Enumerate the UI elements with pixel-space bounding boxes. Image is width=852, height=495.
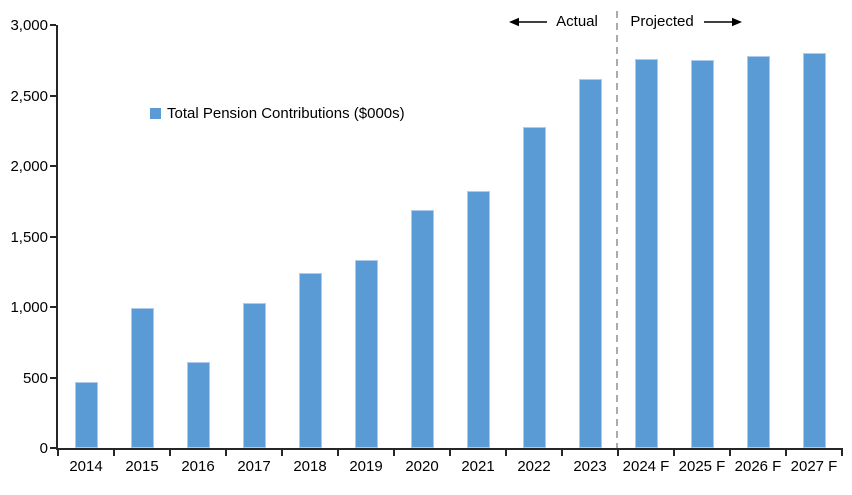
y-tick: [50, 447, 56, 449]
y-tick-label: 0: [39, 440, 48, 457]
projected-label: Projected: [630, 13, 694, 30]
y-tick: [50, 24, 56, 26]
bar-2021: [466, 191, 490, 448]
x-category-label: 2024 F: [622, 458, 670, 475]
y-tick-label: 500: [22, 369, 48, 387]
x-tick: [281, 448, 283, 456]
x-category-label: 2016: [181, 458, 215, 475]
x-tick: [505, 448, 507, 456]
x-category-label: 2027 F: [790, 458, 838, 475]
x-category-label: 2018: [293, 458, 327, 475]
right-arrow-icon: [704, 17, 742, 27]
x-tick: [449, 448, 451, 456]
x-category-label: 2014: [69, 458, 103, 475]
x-category-label: 2017: [237, 458, 271, 475]
x-tick: [337, 448, 339, 456]
x-category-label: 2019: [349, 458, 383, 475]
actual-label: Actual: [556, 13, 598, 30]
x-category-label: 2020: [405, 458, 439, 475]
bar-2027-F: [802, 53, 826, 448]
x-tick: [561, 448, 563, 456]
x-tick: [617, 448, 619, 456]
y-tick-label: 2,500: [10, 87, 48, 105]
legend-label: Total Pension Contributions ($000s): [167, 105, 405, 122]
x-tick: [729, 448, 731, 456]
y-tick: [50, 94, 56, 97]
bar-2018: [298, 273, 322, 448]
y-tick-label: 2,000: [10, 158, 48, 175]
bar-2026-F: [746, 56, 770, 448]
x-category-label: 2022: [517, 458, 551, 475]
x-tick: [169, 448, 171, 456]
x-category-label: 2025 F: [678, 458, 726, 475]
bar-2020: [410, 209, 434, 448]
x-category-label: 2021: [461, 458, 495, 475]
bar-2024-F: [634, 58, 658, 448]
legend: Total Pension Contributions ($000s): [150, 105, 405, 122]
y-tick: [50, 165, 56, 167]
bar-2014: [74, 381, 98, 448]
y-tick-label: 1,000: [10, 299, 48, 316]
y-tick-label: 1,500: [10, 228, 48, 246]
x-category-label: 2015: [125, 458, 159, 475]
bar-2015: [130, 308, 154, 448]
bar-2023: [578, 78, 602, 448]
x-tick: [673, 448, 675, 456]
x-tick: [393, 448, 395, 456]
bar-2022: [522, 126, 546, 448]
y-tick: [50, 376, 56, 379]
y-axis-line: [56, 25, 58, 450]
bar-2025-F: [690, 60, 714, 448]
actual-projected-divider-line: [616, 11, 618, 448]
x-category-label: 2023: [573, 458, 607, 475]
x-category-label: 2026 F: [734, 458, 782, 475]
y-tick: [50, 235, 56, 238]
bar-2019: [354, 260, 378, 448]
x-tick: [113, 448, 115, 456]
bar-2017: [242, 302, 266, 448]
x-tick: [225, 448, 227, 456]
left-arrow-icon: [509, 17, 547, 27]
y-tick: [50, 306, 56, 308]
legend-swatch-icon: [150, 108, 161, 119]
x-tick: [57, 448, 59, 456]
x-tick: [841, 448, 843, 456]
bar-2016: [186, 361, 210, 448]
y-tick-label: 3,000: [10, 17, 48, 34]
x-tick: [785, 448, 787, 456]
